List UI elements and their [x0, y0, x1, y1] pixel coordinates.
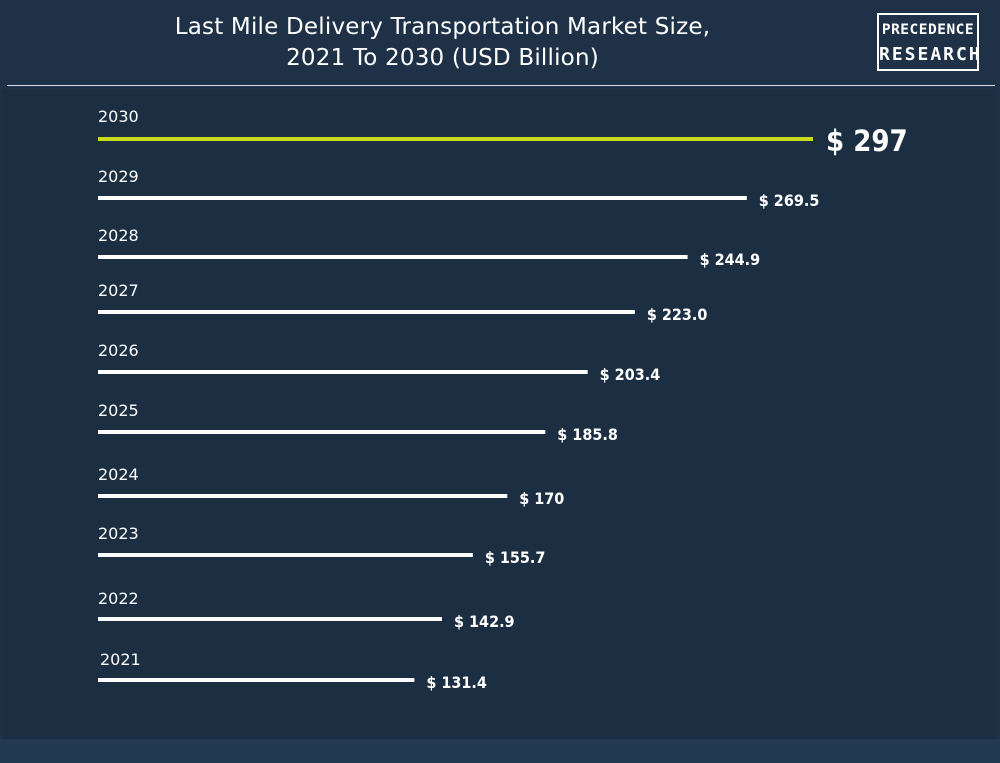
title-divider: [7, 85, 995, 86]
value-label: $ 203.4: [600, 365, 661, 384]
precedence-research-logo: PRECEDENCE RESEARCH: [877, 13, 982, 71]
bar: [98, 370, 588, 374]
bar: [98, 430, 546, 434]
year-label: 2026: [98, 341, 139, 360]
value-label: $ 297: [826, 124, 908, 158]
bar: [98, 494, 508, 498]
logo-line-1: PRECEDENCE: [881, 22, 975, 38]
bar: [98, 196, 747, 200]
year-label: 2025: [98, 401, 139, 420]
value-label: $ 170: [519, 489, 564, 508]
logo-line-2: RESEARCH: [879, 44, 982, 65]
year-label: 2027: [98, 281, 139, 300]
value-label: $ 223.0: [647, 305, 708, 324]
chart-title-line-1: Last Mile Delivery Transportation Market…: [174, 14, 711, 40]
bar: [98, 617, 443, 621]
year-label: 2029: [98, 167, 139, 186]
chart-title: Last Mile Delivery Transportation Market…: [0, 12, 885, 74]
value-label: $ 131.4: [426, 673, 487, 692]
year-label: 2024: [98, 465, 139, 484]
value-label: $ 155.7: [485, 548, 546, 567]
year-label: 2030: [98, 107, 139, 126]
bar: [98, 310, 635, 314]
bar-highlight: [98, 137, 813, 141]
value-label: $ 185.8: [557, 425, 618, 444]
year-label: 2028: [98, 226, 139, 245]
footer-band: [0, 739, 1000, 763]
year-label: 2023: [98, 524, 139, 543]
value-label: $ 142.9: [454, 612, 515, 631]
bar: [98, 255, 688, 259]
year-label: 2022: [98, 589, 139, 608]
chart-title-line-2: 2021 To 2030 (USD Billion): [286, 45, 599, 71]
bar: [98, 678, 415, 682]
bar: [98, 553, 473, 557]
year-label: 2021: [100, 650, 141, 669]
value-label: $ 269.5: [759, 191, 820, 210]
value-label: $ 244.9: [700, 250, 761, 269]
